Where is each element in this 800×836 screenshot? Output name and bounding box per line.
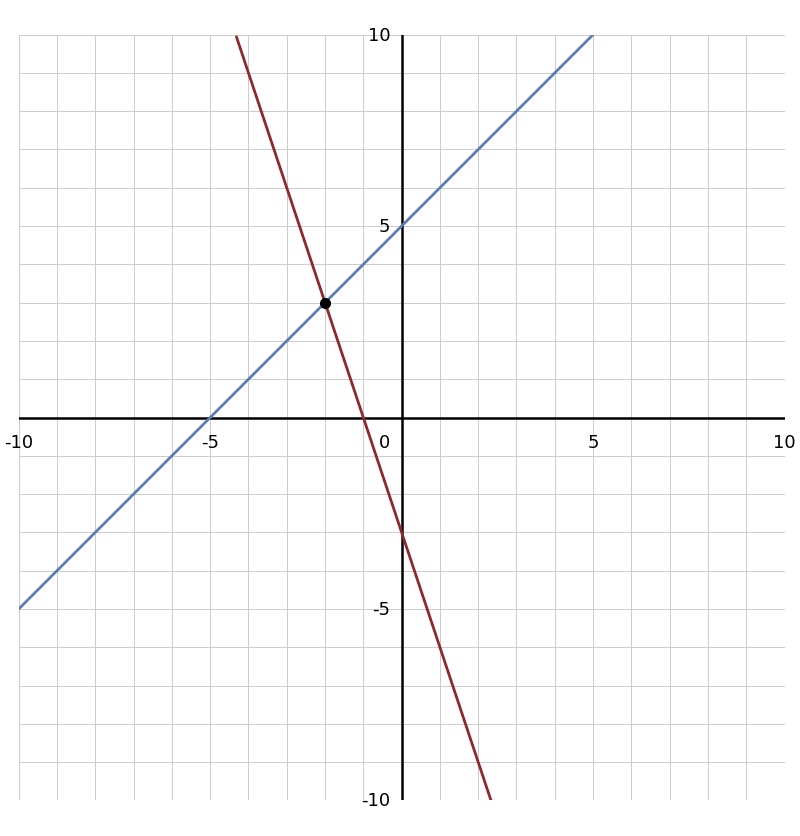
- Text: -5: -5: [372, 600, 390, 618]
- Text: -5: -5: [201, 433, 219, 451]
- Text: 10: 10: [774, 433, 796, 451]
- Text: 5: 5: [378, 218, 390, 236]
- Text: -10: -10: [4, 433, 34, 451]
- Text: -10: -10: [361, 792, 390, 809]
- Text: 10: 10: [367, 27, 390, 44]
- Text: 5: 5: [587, 433, 599, 451]
- Text: 0: 0: [379, 433, 390, 451]
